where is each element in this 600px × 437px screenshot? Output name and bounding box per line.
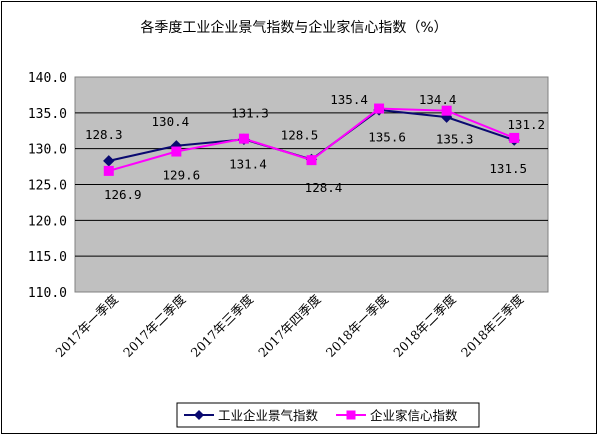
x-category-label: 2017年三季度 bbox=[188, 291, 257, 360]
data-point-square bbox=[441, 105, 452, 116]
y-tick-label: 135.0 bbox=[28, 107, 67, 122]
y-tick-label: 110.0 bbox=[28, 286, 67, 301]
data-label: 131.2 bbox=[507, 117, 545, 132]
legend-label: 工业企业景气指数 bbox=[218, 408, 319, 423]
data-label: 131.5 bbox=[489, 161, 527, 176]
x-category-label: 2017年四季度 bbox=[255, 291, 324, 360]
y-axis-ticks: 110.0 115.0 120.0 125.0 130.0 135.0 140.0 bbox=[28, 71, 67, 301]
data-label: 126.9 bbox=[104, 187, 142, 202]
y-tick-label: 120.0 bbox=[28, 214, 67, 229]
data-label: 128.5 bbox=[281, 127, 319, 142]
data-point-square bbox=[374, 103, 385, 114]
y-tick-label: 140.0 bbox=[28, 71, 67, 86]
x-category-label: 2018年三季度 bbox=[458, 291, 527, 360]
y-tick-label: 125.0 bbox=[28, 179, 67, 194]
x-category-label: 2018年一季度 bbox=[323, 291, 392, 360]
legend: 工业企业景气指数 企业家信心指数 bbox=[176, 402, 480, 428]
x-category-label: 2017年一季度 bbox=[52, 291, 121, 360]
data-label: 131.3 bbox=[231, 105, 269, 120]
data-label: 135.4 bbox=[330, 92, 368, 107]
legend-label: 企业家信心指数 bbox=[370, 408, 458, 423]
data-point-square bbox=[171, 146, 182, 157]
legend-marker-square bbox=[346, 410, 356, 420]
data-label: 128.4 bbox=[305, 180, 343, 195]
data-label: 135.6 bbox=[368, 130, 406, 145]
x-axis-categories: 2017年一季度 2017年二季度 2017年三季度 2017年四季度 2018年一季度… bbox=[52, 291, 526, 360]
data-label: 130.4 bbox=[152, 114, 190, 129]
data-label: 129.6 bbox=[163, 168, 201, 183]
x-category-label: 2018年二季度 bbox=[390, 291, 459, 360]
data-label: 134.4 bbox=[419, 92, 457, 107]
data-point-square bbox=[306, 155, 317, 166]
legend-box bbox=[176, 402, 480, 428]
gridlines bbox=[75, 112, 548, 257]
chart-title: 各季度工业企业景气指数与企业家信心指数（%） bbox=[140, 19, 447, 36]
data-label: 131.4 bbox=[229, 157, 267, 172]
data-label: 135.3 bbox=[436, 132, 474, 147]
legend-marker-diamond bbox=[194, 410, 204, 420]
y-tick-label: 115.0 bbox=[28, 250, 67, 265]
y-tick-label: 130.0 bbox=[28, 143, 67, 158]
data-label: 128.3 bbox=[85, 127, 123, 142]
data-point-diamond bbox=[103, 155, 115, 167]
data-labels: 128.3 130.4 131.3 128.5 135.4 134.4 131.2 126.9… bbox=[85, 92, 545, 202]
data-point-square bbox=[509, 132, 520, 143]
series-markers bbox=[103, 103, 520, 176]
data-point-square bbox=[238, 133, 249, 144]
x-category-label: 2017年二季度 bbox=[120, 291, 189, 360]
data-point-square bbox=[103, 165, 114, 176]
